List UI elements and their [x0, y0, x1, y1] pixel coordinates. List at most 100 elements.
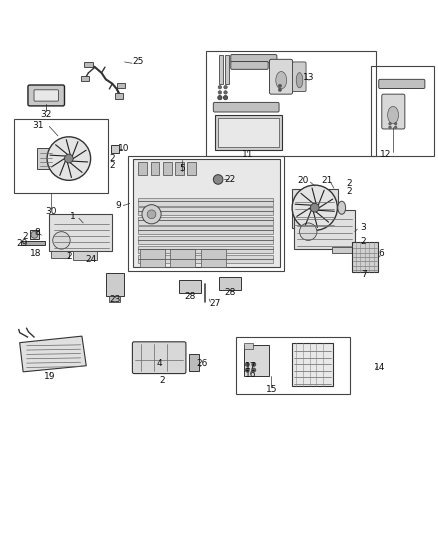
Circle shape [245, 362, 250, 367]
Text: 22: 22 [224, 175, 236, 184]
Bar [163, 162, 172, 175]
Text: 29: 29 [17, 239, 28, 248]
Text: 15: 15 [265, 385, 277, 394]
Bar [175, 162, 184, 175]
Bar [292, 343, 333, 386]
Text: 10: 10 [118, 144, 130, 154]
Bar [206, 51, 376, 156]
Text: 19: 19 [44, 372, 56, 381]
Bar [237, 337, 350, 393]
Text: 30: 30 [46, 207, 57, 216]
Bar [187, 162, 196, 175]
Bar [111, 145, 119, 153]
Text: 32: 32 [41, 110, 52, 119]
Text: 14: 14 [374, 363, 385, 372]
Bar [138, 198, 273, 206]
Circle shape [64, 154, 73, 163]
Bar [218, 118, 279, 147]
Circle shape [278, 88, 282, 92]
FancyBboxPatch shape [293, 62, 306, 92]
Circle shape [147, 210, 156, 219]
Bar [106, 273, 124, 296]
Text: 3: 3 [360, 223, 366, 232]
Text: 21: 21 [321, 176, 333, 185]
Bar [14, 118, 108, 193]
Bar [244, 345, 269, 376]
Circle shape [218, 85, 222, 89]
Ellipse shape [276, 71, 287, 89]
Circle shape [142, 205, 161, 224]
Bar [37, 148, 54, 168]
Text: 28: 28 [184, 292, 195, 301]
Bar [219, 55, 223, 84]
Circle shape [223, 95, 228, 100]
Bar [21, 241, 45, 245]
Bar [188, 353, 199, 371]
FancyBboxPatch shape [28, 85, 64, 106]
Text: 26: 26 [196, 359, 207, 368]
Circle shape [224, 85, 227, 89]
Bar [138, 255, 273, 263]
Bar [138, 236, 273, 244]
Bar [244, 343, 253, 349]
Bar [117, 83, 125, 88]
Bar [292, 189, 338, 228]
FancyBboxPatch shape [34, 90, 58, 101]
Circle shape [389, 126, 391, 128]
Bar [201, 249, 226, 266]
Bar [51, 251, 69, 258]
Text: 5: 5 [179, 164, 185, 173]
Text: 2: 2 [110, 160, 115, 169]
Text: 9: 9 [115, 201, 121, 210]
Circle shape [218, 95, 222, 100]
Bar [138, 217, 273, 225]
Circle shape [311, 204, 319, 212]
Circle shape [53, 232, 70, 249]
Circle shape [224, 91, 227, 94]
FancyBboxPatch shape [269, 59, 293, 94]
Bar [84, 61, 93, 67]
Text: 7: 7 [361, 270, 367, 279]
Text: 2: 2 [159, 376, 165, 385]
Text: 1: 1 [71, 212, 76, 221]
Text: 2: 2 [22, 232, 28, 241]
Text: 16: 16 [244, 370, 256, 379]
Text: 12: 12 [380, 150, 392, 159]
Bar [138, 246, 273, 254]
Bar [140, 249, 165, 266]
Bar [115, 93, 123, 99]
Text: 20: 20 [297, 176, 308, 185]
Circle shape [394, 123, 397, 125]
Text: 4: 4 [156, 359, 162, 368]
Bar [371, 66, 434, 156]
Bar [138, 227, 273, 235]
Bar [294, 210, 355, 249]
Bar [81, 76, 89, 81]
Text: 2: 2 [360, 237, 366, 246]
Text: 11: 11 [241, 150, 253, 159]
Bar [179, 280, 201, 294]
Circle shape [252, 368, 256, 372]
Bar [332, 247, 352, 254]
Text: 2: 2 [346, 187, 352, 196]
Ellipse shape [296, 72, 303, 88]
Text: 2: 2 [66, 253, 72, 261]
Bar [151, 162, 159, 175]
Bar [170, 249, 195, 266]
Text: 2: 2 [346, 179, 352, 188]
Bar [127, 156, 284, 271]
Bar [30, 230, 39, 239]
Circle shape [278, 84, 282, 87]
FancyBboxPatch shape [382, 94, 405, 129]
Text: 8: 8 [35, 228, 40, 237]
Circle shape [31, 231, 38, 238]
Bar [215, 115, 282, 150]
Bar [49, 214, 113, 251]
Bar [138, 162, 147, 175]
Bar [138, 207, 273, 215]
Bar [225, 55, 229, 84]
Text: 27: 27 [209, 299, 220, 308]
Circle shape [245, 368, 250, 372]
FancyBboxPatch shape [379, 79, 425, 88]
FancyBboxPatch shape [231, 61, 268, 69]
